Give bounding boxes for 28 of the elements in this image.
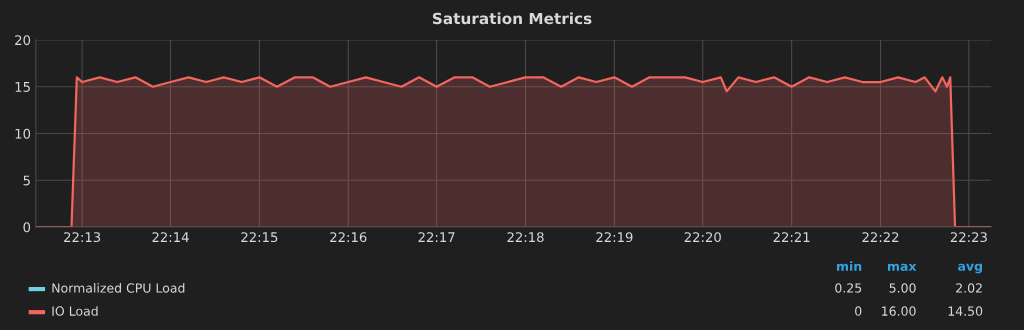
y-tick-label: 0 (23, 222, 31, 233)
x-tick-label: 22:23 (950, 232, 987, 243)
chart-title: Saturation Metrics (432, 12, 592, 25)
x-tick-label: 22:13 (64, 232, 101, 243)
y-tick-label: 20 (15, 35, 31, 46)
x-tick-label: 22:19 (596, 232, 633, 243)
legend-label: IO Load (52, 306, 98, 316)
text: min (837, 261, 862, 271)
text: max (887, 263, 917, 271)
x-tick-label: 22:17 (418, 232, 455, 242)
text: 16.00 (882, 306, 916, 316)
x-tick-label: 22:18 (507, 232, 544, 243)
text: 5.00 (889, 283, 916, 293)
x-tick-label: 22:14 (152, 232, 189, 242)
y-tick-label: 10 (15, 128, 31, 139)
x-tick-label: 22:22 (862, 232, 899, 242)
text: 2.02 (956, 283, 982, 293)
y-tick-label: 15 (15, 82, 30, 92)
text: 14.50 (948, 306, 983, 316)
x-tick-label: 22:20 (684, 232, 721, 243)
x-tick-label: 22:15 (241, 232, 278, 243)
x-tick-label: 22:16 (330, 232, 367, 243)
legend-label: Normalized CPU Load (52, 283, 185, 293)
text: 0 (855, 306, 862, 316)
text: avg (958, 263, 982, 274)
x-tick-label: 22:21 (773, 232, 810, 242)
y-tick-label: 5 (23, 175, 30, 186)
text: 0.25 (835, 283, 862, 293)
